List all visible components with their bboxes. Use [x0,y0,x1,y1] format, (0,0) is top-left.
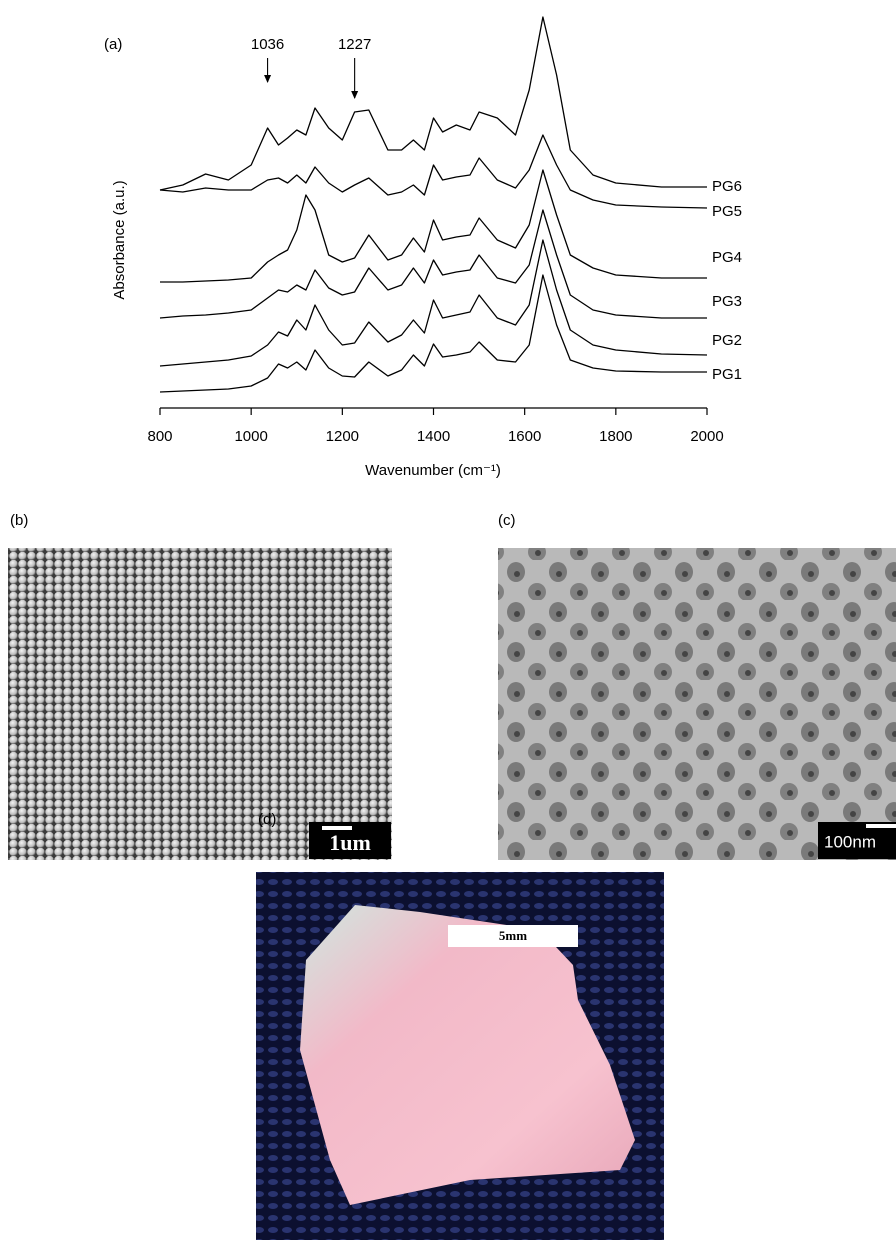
series-label: PG6 [712,178,742,195]
panel-label: (b) [10,512,28,529]
scale-bar-label: 1um [329,830,371,855]
series-label: PG2 [712,332,742,349]
x-tick-label: 1400 [417,428,450,445]
series-label: PG3 [712,293,742,310]
x-tick-label: 1200 [326,428,359,445]
y-axis-label: Absorbance (a.u.) [111,180,128,299]
scale-bar-label: 5mm [499,928,527,943]
spectrum-line [160,275,707,392]
x-axis-label: Wavenumber (cm⁻¹) [365,462,501,479]
sem-image-spheres [8,548,392,860]
spectrum-line [160,170,707,282]
spectrum-line [160,17,707,190]
annotation-label: 1036 [251,36,284,53]
annotation-arrowhead [264,75,271,83]
sem-image-pores [498,548,896,860]
x-tick-label: 1800 [599,428,632,445]
annotation-arrowhead [351,91,358,99]
spectrum-line [160,240,707,366]
panel-label: (a) [104,36,122,53]
panel-label: (c) [498,512,516,529]
series-label: PG5 [712,203,742,220]
annotation-label: 1227 [338,36,371,53]
x-tick-label: 800 [147,428,172,445]
panel-label: (d) [258,811,276,828]
x-tick-label: 1600 [508,428,541,445]
series-label: PG4 [712,249,742,266]
series-label: PG1 [712,366,742,383]
x-tick-label: 2000 [690,428,723,445]
scale-bar-label: 100nm [824,832,876,851]
figure: (a) Absorbance (a.u.) Wavenumber (cm⁻¹) … [0,0,896,1240]
x-tick-label: 1000 [234,428,267,445]
